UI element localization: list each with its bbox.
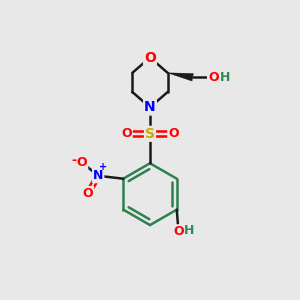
Text: -: -	[71, 154, 76, 167]
Text: O: O	[144, 50, 156, 64]
Text: N: N	[144, 100, 156, 114]
Text: O: O	[173, 225, 184, 238]
Text: H: H	[184, 224, 195, 237]
Text: N: N	[93, 169, 104, 182]
Text: O: O	[168, 127, 179, 140]
Text: +: +	[99, 162, 107, 172]
Text: H: H	[220, 71, 230, 84]
Text: O: O	[121, 127, 132, 140]
Text: O: O	[77, 156, 87, 169]
Polygon shape	[168, 73, 194, 81]
Text: S: S	[145, 127, 155, 141]
Text: O: O	[208, 71, 219, 84]
Text: O: O	[82, 187, 93, 200]
Text: N: N	[144, 100, 156, 114]
